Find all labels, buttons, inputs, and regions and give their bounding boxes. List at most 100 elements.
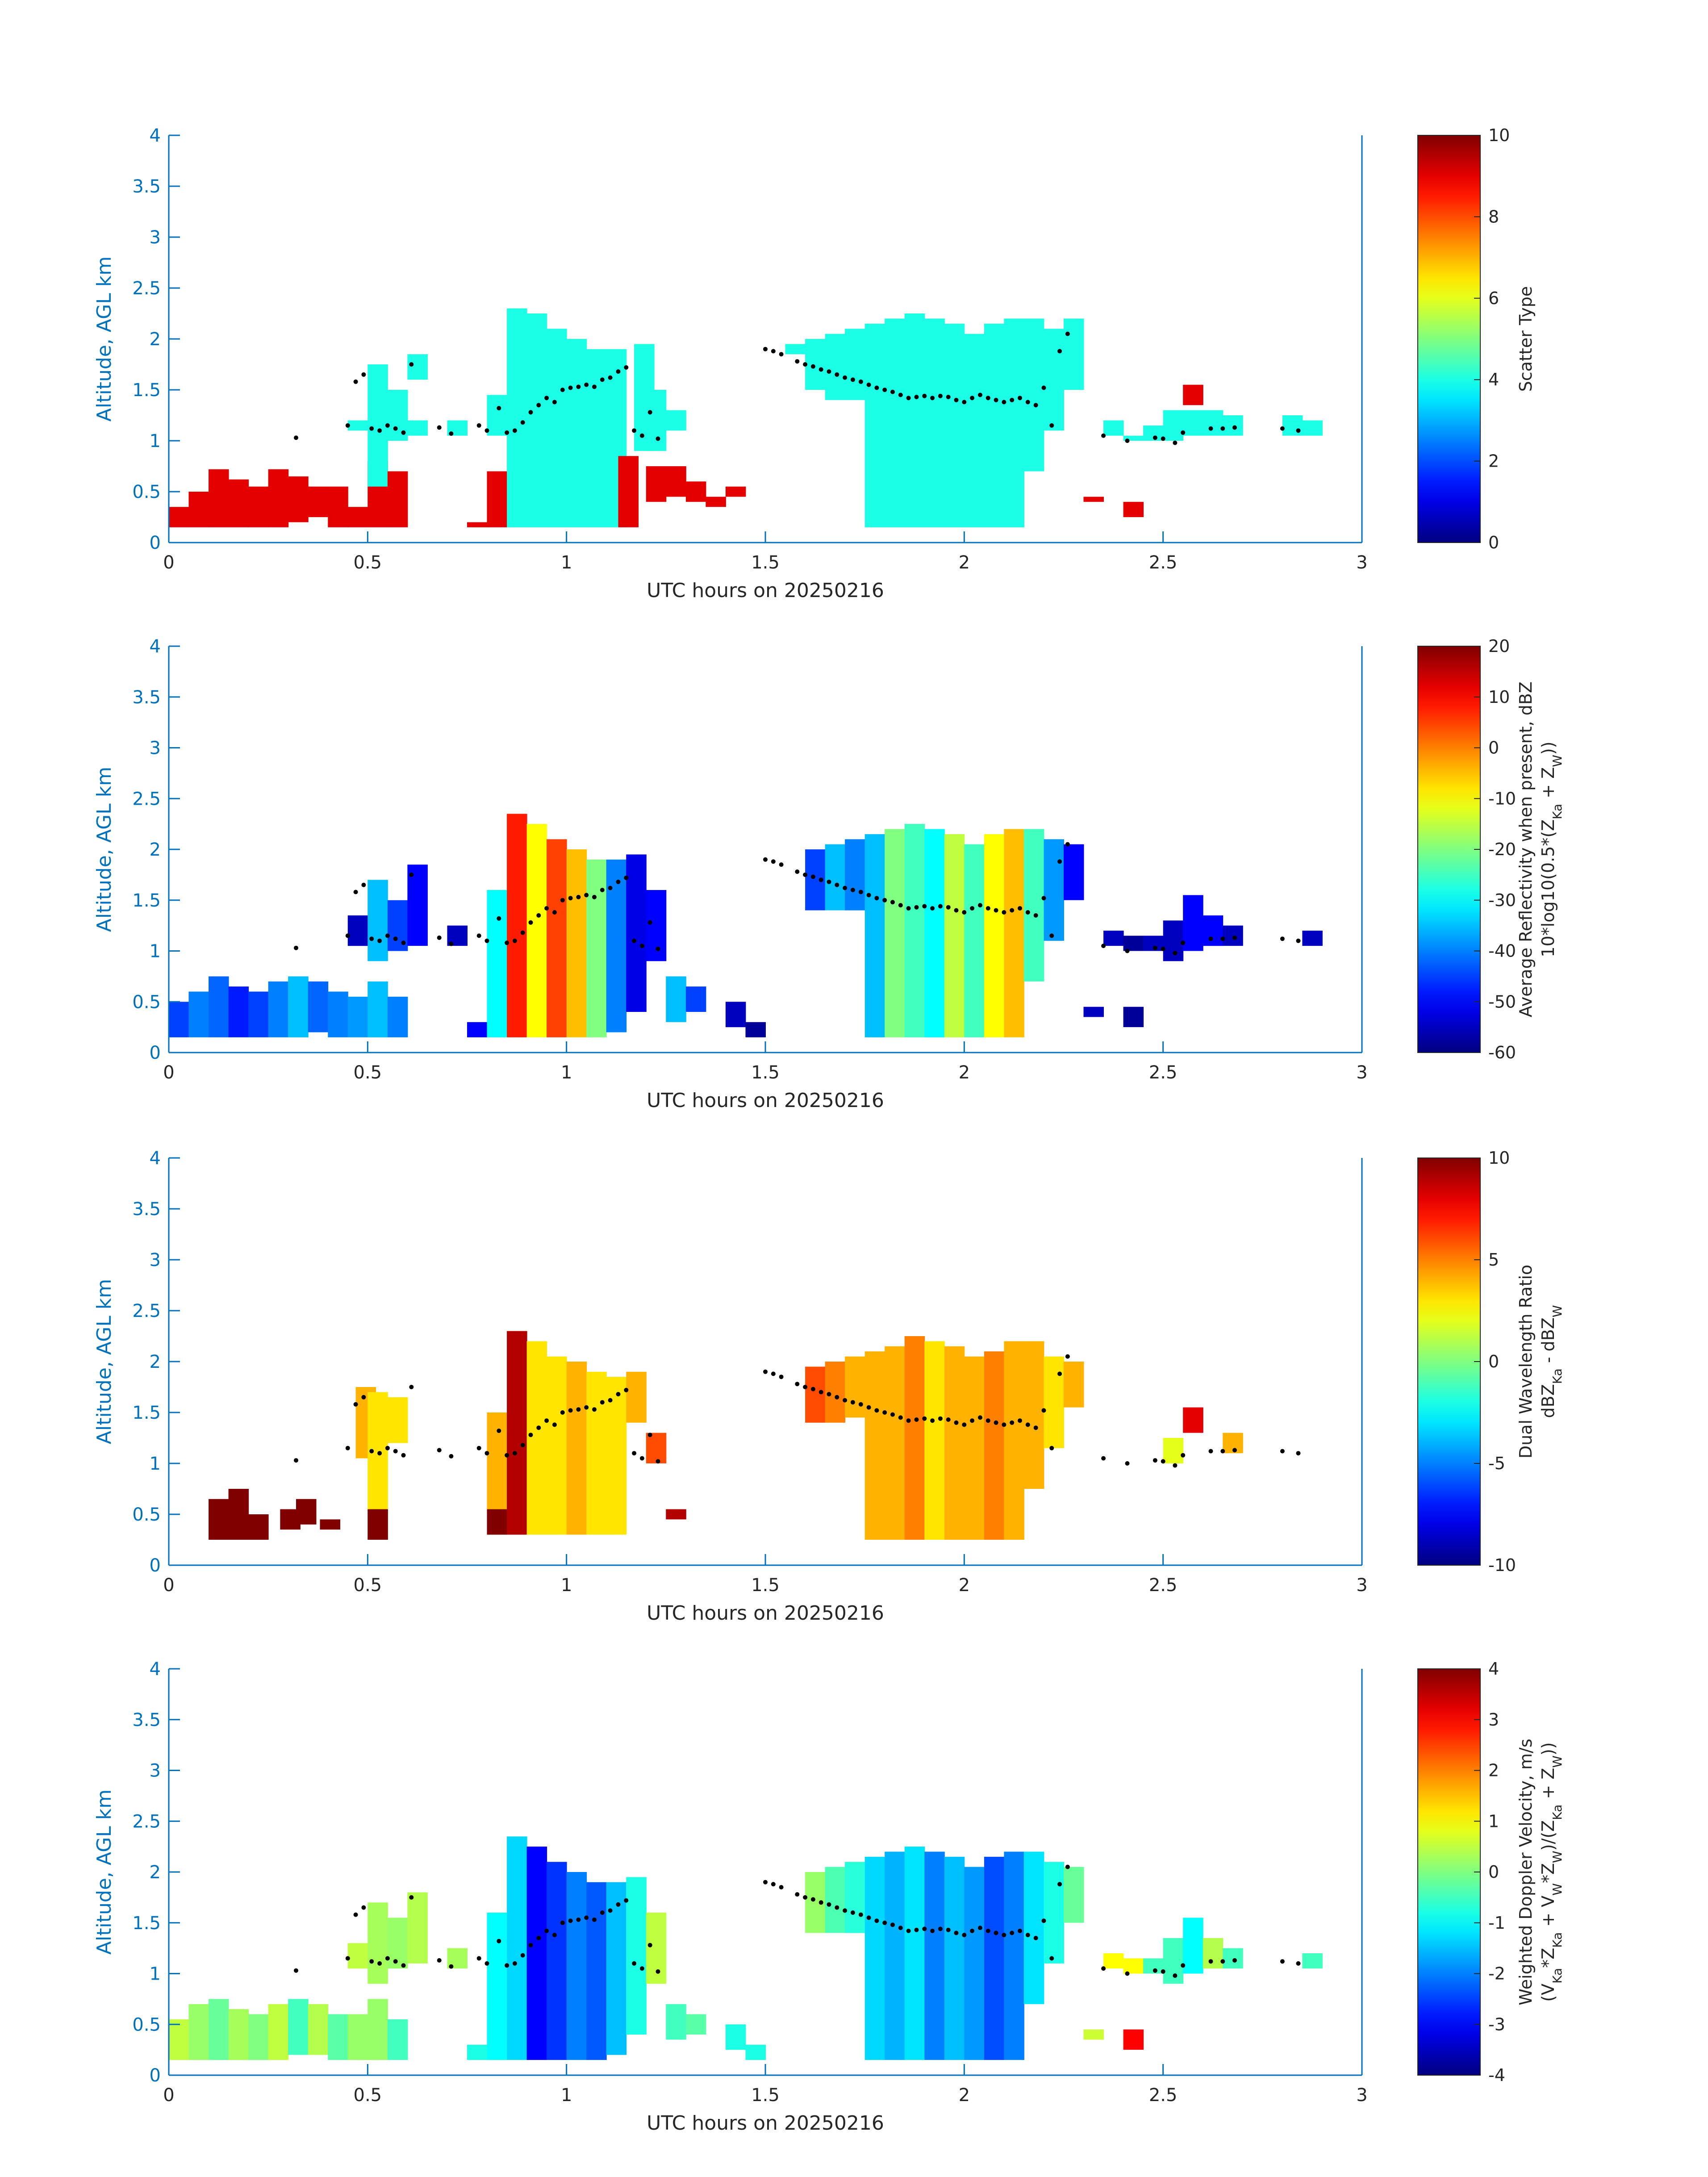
cloud-base-dot	[1025, 1422, 1030, 1427]
x-tick-label: 1.5	[751, 1062, 780, 1083]
cloud-base-dot	[584, 893, 589, 898]
cloud-base-dot	[986, 1418, 990, 1423]
cloud-base-dot	[779, 1375, 784, 1379]
cloud-base-dot	[962, 910, 967, 915]
panel-scatter-type: 0 0.5 1 1.5 2 2.5 3 3.5 4 0 0.5 1 1.5 2 2.5 3 UTC hours …	[93, 125, 1536, 602]
heatmap-cell	[320, 1519, 340, 1530]
cloud-base-dot	[1280, 426, 1285, 431]
heatmap-cell	[367, 1902, 388, 1984]
heatmap-cell	[1023, 1341, 1044, 1489]
heatmap-cell	[646, 1913, 667, 1984]
cloud-base-dot	[520, 420, 525, 425]
cloud-base-dot	[843, 375, 848, 380]
heatmap-cell	[547, 1356, 567, 1535]
cloud-base-dot	[484, 938, 489, 943]
cloud-base-dot	[1161, 1459, 1165, 1464]
heatmap-cell	[1302, 420, 1323, 436]
heatmap-cell	[228, 2009, 249, 2060]
heatmap-cell	[618, 456, 639, 527]
cloud-base-dot	[552, 1933, 557, 1938]
heatmap-cell	[885, 318, 905, 527]
cloud-base-dot	[827, 1392, 831, 1396]
cloud-base-dot	[1280, 1959, 1285, 1964]
heatmap-cell	[964, 1867, 985, 2060]
heatmap-cell	[864, 834, 885, 1037]
heatmap-cell	[367, 981, 388, 1037]
cloud-base-dot	[544, 1928, 549, 1933]
cloud-base-dot	[1002, 1933, 1006, 1938]
heatmap-cell	[228, 479, 249, 527]
colorbar-tick-label: 0	[1488, 738, 1499, 758]
colorbar-tick-label: -5	[1488, 1454, 1505, 1473]
colorbar-tick-label: 3	[1488, 1710, 1499, 1730]
heatmap-cell	[228, 1489, 249, 1540]
colorbar-title: Average Reflectivity when present, dBZ	[1516, 681, 1536, 1017]
y-tick-label: 1	[150, 431, 161, 451]
cloud-base-dot	[914, 905, 919, 910]
heatmap-cell	[944, 1346, 965, 1540]
cloud-base-dot	[954, 397, 959, 402]
cloud-base-dot	[1125, 1971, 1130, 1976]
heatmap-cell	[487, 395, 507, 436]
heatmap-cell	[845, 839, 865, 911]
x-tick-label: 0.5	[354, 1575, 382, 1596]
cloud-base-dot	[600, 1910, 605, 1915]
cloud-base-dot	[409, 1385, 414, 1389]
x-tick-label: 3	[1356, 1575, 1367, 1596]
cloud-base-dot	[874, 1408, 879, 1413]
cloud-base-dot	[1057, 1371, 1062, 1376]
cloud-base-dot	[994, 908, 998, 913]
y-tick-label: 0.5	[132, 482, 161, 502]
cloud-base-dot	[536, 913, 541, 918]
cloud-base-dot	[560, 1410, 565, 1415]
heatmap-cell	[248, 486, 269, 527]
heatmap-cell	[526, 1341, 547, 1535]
cloud-base-dot	[449, 941, 454, 946]
heatmap-cell	[209, 1999, 229, 2060]
cloud-base-dot	[385, 1956, 390, 1961]
cloud-base-dot	[827, 369, 831, 374]
heatmap-cell	[904, 1847, 925, 2060]
cloud-base-dot	[1296, 428, 1301, 433]
y-tick-label: 4	[150, 1659, 161, 1680]
cloud-base-dot	[584, 1915, 589, 1920]
heatmap-cell	[944, 323, 965, 527]
heatmap-cell	[845, 1862, 865, 1933]
heatmap-cell	[606, 1377, 627, 1535]
cloud-base-dot	[393, 1959, 398, 1964]
cloud-base-dot	[850, 377, 855, 382]
heatmap-cell	[308, 981, 329, 1032]
heatmap-cell	[606, 1882, 627, 2055]
cloud-base-dot	[1220, 936, 1225, 941]
heatmap-cell	[745, 2044, 766, 2060]
heatmap-cell	[944, 834, 965, 1037]
heatmap-cell	[487, 471, 507, 527]
y-tick-label: 1	[150, 1964, 161, 1985]
x-tick-label: 1	[561, 2085, 572, 2106]
cloud-base-dot	[385, 933, 390, 938]
cloud-base-dot	[497, 406, 501, 410]
heatmap-cell	[924, 318, 945, 527]
heatmap-cell	[407, 1892, 428, 1964]
cloud-base-dot	[560, 388, 565, 392]
y-tick-label: 4	[150, 636, 161, 657]
cloud-base-dot	[771, 1882, 776, 1887]
heatmap-cell	[825, 1867, 846, 1933]
heatmap-cell	[1223, 1948, 1243, 1969]
heatmap-cell	[864, 1351, 885, 1540]
y-tick-label: 3.5	[132, 1199, 161, 1220]
cloud-base-dot	[1033, 913, 1038, 918]
heatmap-cell	[1123, 501, 1144, 517]
colorbar-tick-label: 0	[1488, 1352, 1499, 1371]
cloud-base-dot	[294, 1968, 298, 1973]
heatmap-cell	[904, 313, 925, 527]
cloud-base-dot	[616, 1902, 621, 1907]
y-axis-title: Altitude, AGL km	[93, 1279, 116, 1444]
heatmap-cell	[188, 2004, 209, 2060]
cloud-base-dot	[922, 393, 927, 398]
cloud-base-dot	[576, 1917, 581, 1922]
y-tick-label: 0.5	[132, 2014, 161, 2035]
cloud-base-dot	[890, 389, 895, 394]
cloud-base-dot	[1208, 1959, 1213, 1964]
cloud-base-dot	[576, 384, 581, 389]
